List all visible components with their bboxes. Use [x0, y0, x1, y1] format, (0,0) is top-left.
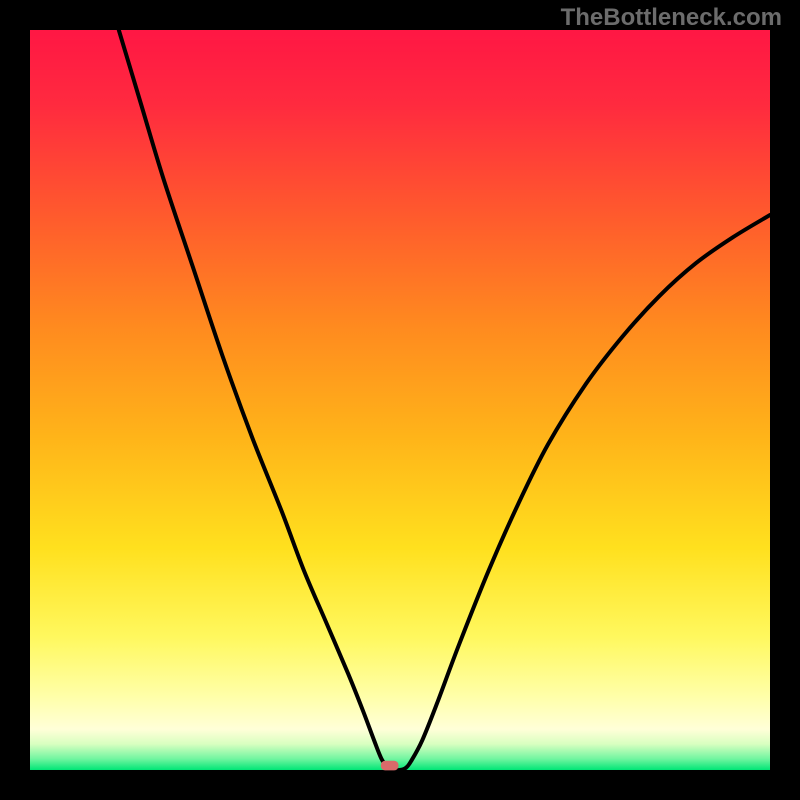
- optimal-point-marker: [381, 761, 399, 771]
- chart-container: TheBottleneck.com: [0, 0, 800, 800]
- plot-area-gradient: [30, 30, 770, 770]
- watermark-text: TheBottleneck.com: [561, 4, 782, 32]
- bottleneck-chart: [0, 0, 800, 800]
